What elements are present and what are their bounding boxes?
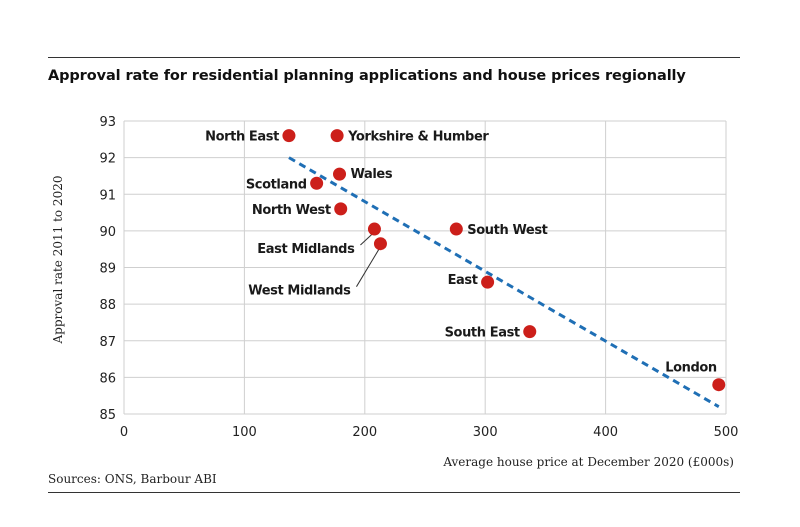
data-point [367, 222, 381, 236]
point-label: Scotland [246, 177, 307, 192]
x-tick-label: 500 [714, 425, 739, 440]
point-label: South East [445, 326, 520, 341]
data-point [712, 378, 726, 392]
point-label: South West [467, 223, 547, 238]
y-tick-label: 92 [99, 152, 116, 167]
y-tick-label: 89 [99, 262, 116, 277]
data-point [523, 325, 537, 339]
point-label: East Midlands [257, 242, 355, 257]
y-axis-title: Approval rate 2011 to 2020 [51, 176, 65, 345]
data-point [310, 176, 324, 190]
x-tick-label: 300 [473, 425, 498, 440]
x-tick-label: 400 [593, 425, 618, 440]
point-label: Wales [351, 167, 393, 182]
data-point [333, 167, 347, 181]
y-tick-label: 86 [99, 371, 116, 386]
bottom-rule [48, 492, 740, 493]
chart-title: Approval rate for residential planning a… [48, 68, 686, 84]
y-tick-label: 88 [99, 298, 116, 313]
point-label: East [448, 273, 478, 288]
x-axis-title: Average house price at December 2020 (£0… [442, 455, 734, 469]
data-point [373, 237, 387, 251]
y-tick-label: 93 [99, 115, 116, 130]
y-tick-label: 85 [99, 408, 116, 423]
top-rule [48, 57, 740, 58]
data-point [449, 222, 463, 236]
y-tick-label: 87 [99, 335, 116, 350]
trend-line [288, 156, 720, 408]
x-tick-label: 0 [120, 425, 128, 440]
data-point [330, 129, 344, 143]
data-point [334, 202, 348, 216]
point-label: Yorkshire & Humber [347, 130, 489, 145]
data-point [282, 129, 296, 143]
y-tick-label: 91 [99, 188, 116, 203]
point-label: London [665, 361, 717, 376]
source-note: Sources: ONS, Barbour ABI [48, 472, 217, 486]
y-tick-label: 90 [99, 225, 116, 240]
x-tick-label: 200 [352, 425, 377, 440]
point-label: North East [205, 130, 279, 145]
point-label: North West [252, 203, 331, 218]
leader-line [356, 246, 381, 287]
x-tick-label: 100 [232, 425, 257, 440]
data-point [481, 275, 495, 289]
point-label: West Midlands [248, 284, 351, 299]
